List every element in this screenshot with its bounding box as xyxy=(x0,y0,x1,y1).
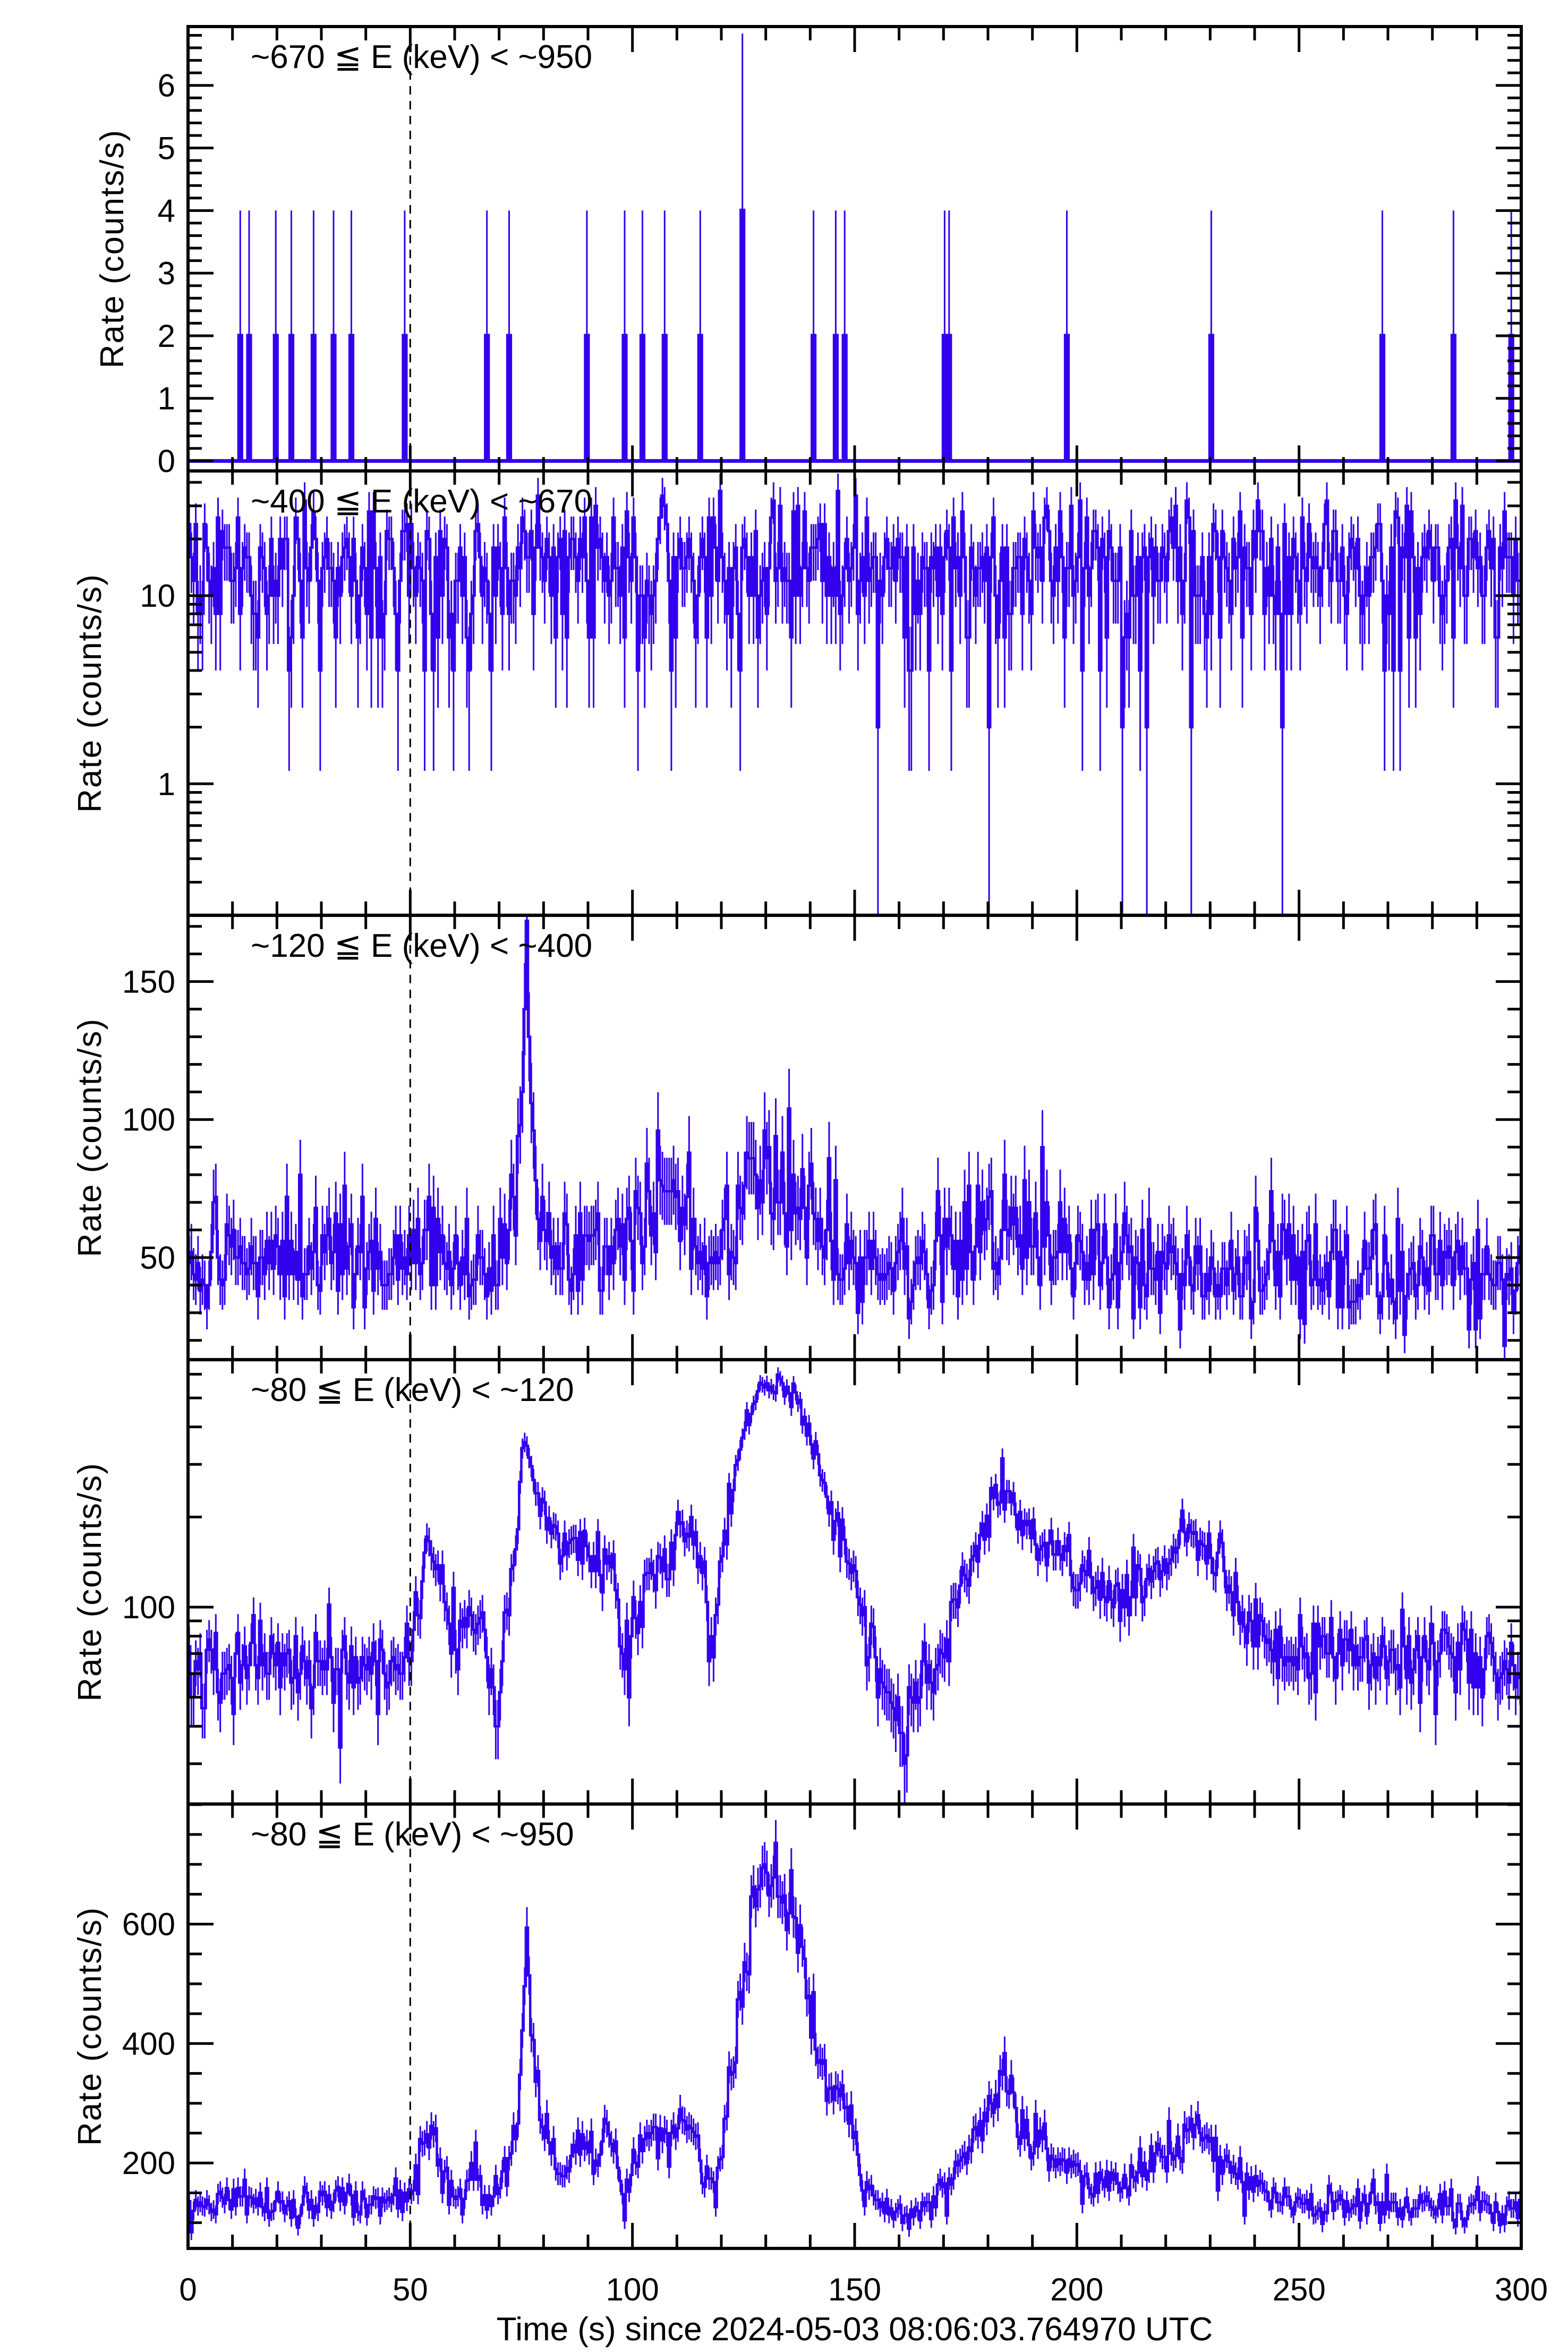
y-tick-label: 600 xyxy=(122,1907,175,1942)
panels: 0 1 2 3 4 5 6 Rate (counts/s) ~670 ≦ E (keV) < ~… xyxy=(72,25,1523,2251)
panel-title: ~80 ≦ E (keV) < ~950 xyxy=(251,1816,574,1853)
y-tick-label: 150 xyxy=(122,964,175,999)
plot-frame xyxy=(186,1802,1523,2251)
panel-3: 50 100 150 Rate (counts/s) ~120 ≦ E (keV) < … xyxy=(72,913,1523,1362)
y-tick-label: 10 xyxy=(140,578,175,614)
panel-title: ~400 ≦ E (keV) < ~670 xyxy=(251,483,592,520)
x-tick-label: 150 xyxy=(828,2272,881,2307)
panel-title: ~80 ≦ E (keV) < ~120 xyxy=(251,1372,574,1408)
y-tick-label: 6 xyxy=(158,68,175,104)
rate-curve xyxy=(188,919,1521,1347)
rate-curve xyxy=(188,489,1521,728)
axis-ticks xyxy=(186,915,1523,1360)
y-tick-label: 400 xyxy=(122,2026,175,2061)
rate-curve xyxy=(188,208,1521,463)
data-series xyxy=(188,1820,1521,2240)
y-tick-label: 1 xyxy=(158,766,175,802)
panel-title: ~120 ≦ E (keV) < ~400 xyxy=(251,928,592,964)
data-series xyxy=(188,915,1521,1360)
panel-5: 200 400 600 Rate (counts/s) ~80 ≦ E (keV) < … xyxy=(72,1802,1523,2251)
y-axis-label: Rate (counts/s) xyxy=(94,129,131,368)
data-series xyxy=(188,473,1521,915)
y-tick-label: 100 xyxy=(122,1590,175,1625)
rate-curve xyxy=(188,1841,1521,2234)
x-tick-label: 100 xyxy=(606,2272,659,2307)
data-series xyxy=(188,1367,1521,1803)
y-axis-label: Rate (counts/s) xyxy=(72,1018,108,1257)
y-axis-label: Rate (counts/s) xyxy=(72,1907,108,2146)
axis-ticks xyxy=(186,27,1523,471)
y-tick-label: 1 xyxy=(158,381,175,417)
y-tick-label: 200 xyxy=(122,2145,175,2181)
x-tick-label: 0 xyxy=(179,2272,197,2307)
y-tick-label: 2 xyxy=(158,318,175,354)
axis-ticks xyxy=(186,1803,1523,2248)
y-tick-label: 50 xyxy=(140,1240,175,1276)
panel-1: 0 1 2 3 4 5 6 Rate (counts/s) ~670 ≦ E (keV) < ~… xyxy=(94,25,1523,479)
y-axis-label: Rate (counts/s) xyxy=(72,1462,108,1701)
x-axis-title: Time (s) since 2024-05-03 08:06:03.76497… xyxy=(497,2311,1213,2348)
y-tick-label: 100 xyxy=(122,1102,175,1137)
y-tick-label: 4 xyxy=(158,193,175,228)
x-tick-label: 50 xyxy=(393,2272,428,2307)
panel-2: 1 10 Rate (counts/s) ~400 ≦ E (keV) < ~670 xyxy=(72,469,1523,917)
x-tick-label: 300 xyxy=(1495,2272,1548,2307)
error-bars xyxy=(188,915,1521,1360)
axis-ticks xyxy=(186,1360,1523,1804)
rate-curve xyxy=(188,1373,1521,1765)
x-axis: 0 50 100 150 200 250 300 xyxy=(179,2272,1548,2307)
x-tick-label: 200 xyxy=(1050,2272,1103,2307)
y-tick-label: 5 xyxy=(158,131,175,166)
axis-ticks xyxy=(186,471,1523,917)
y-axis-label: Rate (counts/s) xyxy=(72,573,108,812)
plot-frame xyxy=(186,1358,1523,1806)
error-bars xyxy=(188,1367,1521,1803)
panel-title: ~670 ≦ E (keV) < ~950 xyxy=(251,39,592,75)
plot-frame xyxy=(186,913,1523,1362)
error-bars xyxy=(188,1820,1521,2240)
y-tick-label: 3 xyxy=(158,256,175,291)
x-tick-label: 250 xyxy=(1273,2272,1326,2307)
error-bars xyxy=(239,33,1512,461)
y-tick-label: 0 xyxy=(158,444,175,479)
panel-4: 100 Rate (counts/s) ~80 ≦ E (keV) < ~120 xyxy=(72,1358,1523,1806)
data-series xyxy=(188,33,1521,463)
plot-frame xyxy=(186,25,1523,473)
